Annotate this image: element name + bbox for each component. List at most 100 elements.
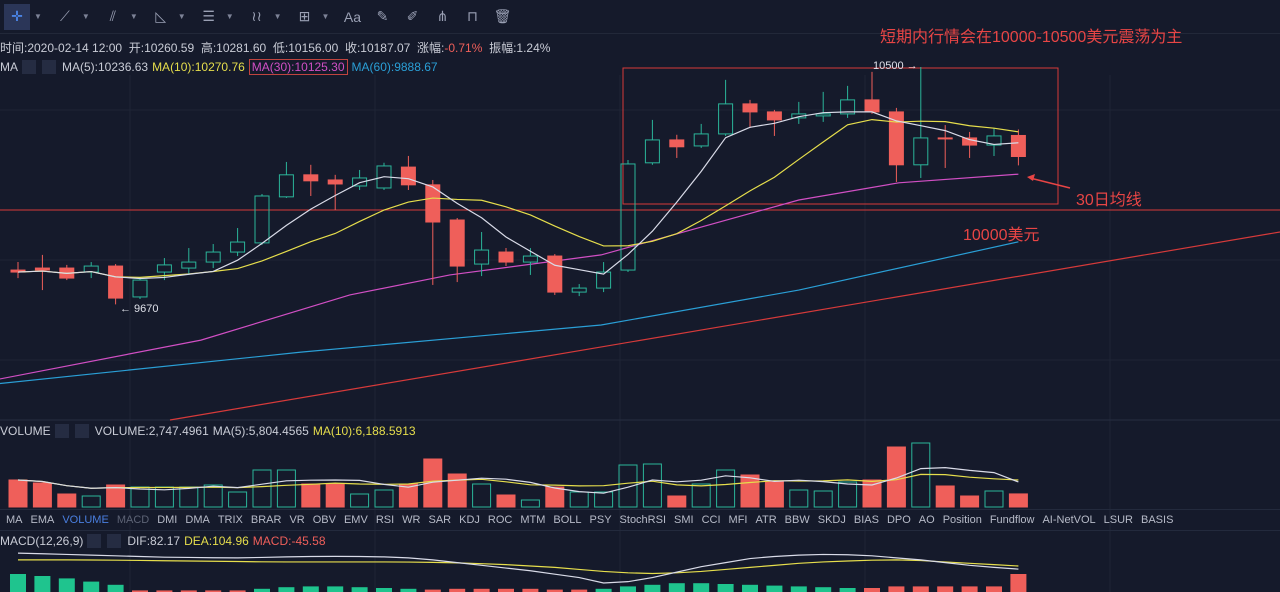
close-icon[interactable] <box>42 60 56 74</box>
macd-histogram-bar <box>58 578 75 592</box>
tab-macd[interactable]: MACD <box>116 514 150 526</box>
pencil-icon[interactable]: ✐ <box>406 8 419 24</box>
settings-icon[interactable] <box>54 424 69 438</box>
tab-dma[interactable]: DMA <box>185 514 210 526</box>
text-icon[interactable]: Aa <box>343 8 362 25</box>
measure-icon[interactable]: ⋔ <box>436 8 449 24</box>
volume-bar <box>301 483 321 508</box>
volume-bar <box>886 446 906 508</box>
tab-ao[interactable]: AO <box>918 514 935 526</box>
volume-bar <box>447 473 467 508</box>
volume-bar <box>496 494 516 508</box>
tab-kdj[interactable]: KDJ <box>459 514 480 526</box>
tab-trix[interactable]: TRIX <box>217 514 243 526</box>
tab-fundflow[interactable]: Fundflow <box>989 514 1035 526</box>
info-amplitude: 振幅:1.24% <box>489 41 551 55</box>
tab-stochrsi[interactable]: StochRSI <box>619 514 667 526</box>
volume-bar <box>740 474 760 508</box>
wave-icon[interactable]: ≀≀ <box>251 8 262 24</box>
close-icon[interactable] <box>107 534 122 548</box>
chevron-down-icon[interactable]: ▼ <box>129 12 138 21</box>
volume-bar <box>935 485 955 508</box>
horizontal-lines-icon[interactable]: ☰ <box>202 8 215 24</box>
volume-bar <box>862 479 882 508</box>
tab-basis[interactable]: BASIS <box>1141 514 1174 526</box>
ruler-icon[interactable]: ✎ <box>376 8 389 24</box>
chevron-down-icon[interactable]: ▼ <box>225 12 234 21</box>
crosshair-icon[interactable]: ✛ <box>4 3 30 30</box>
tab-volume[interactable]: VOLUME <box>62 514 109 526</box>
trash-icon[interactable]: 🗑 <box>493 8 512 24</box>
candle-down <box>400 166 416 186</box>
headline-annotation: 短期内行情会在10000-10500美元震荡为主 <box>880 29 1183 46</box>
macd-histogram-bar <box>742 584 758 592</box>
tab-position[interactable]: Position <box>942 514 982 526</box>
macd-histogram-bar <box>961 586 978 592</box>
tab-brar[interactable]: BRAR <box>250 514 282 526</box>
tab-rsi[interactable]: RSI <box>375 514 395 526</box>
tab-boll[interactable]: BOLL <box>553 514 582 526</box>
volume-ma5: MA(5):5,804.4565 <box>212 424 309 438</box>
grid-plus-icon[interactable]: ⊞ <box>298 8 311 24</box>
tab-lsur[interactable]: LSUR <box>1103 514 1133 526</box>
tab-emv[interactable]: EMV <box>343 514 368 526</box>
triangle-icon[interactable]: ◺ <box>155 8 167 24</box>
chevron-down-icon[interactable]: ▼ <box>81 12 90 21</box>
volume-ma10: MA(10):6,188.5913 <box>312 424 416 438</box>
ma60-value: MA(60):9888.67 <box>351 60 438 74</box>
ma5-line <box>17 111 1019 280</box>
chevron-down-icon[interactable]: ▼ <box>273 12 282 21</box>
tab-bbw[interactable]: BBW <box>784 514 810 526</box>
volume-bar <box>984 490 1004 508</box>
volume-bar <box>789 489 809 508</box>
lock-icon[interactable]: ⊓ <box>466 8 478 24</box>
settings-icon[interactable] <box>22 60 36 74</box>
volume-bar <box>32 482 52 508</box>
volume-bar <box>179 486 199 508</box>
volume-bar <box>569 491 589 508</box>
volume-bar <box>691 483 711 508</box>
candle-down <box>303 174 319 182</box>
tab-roc[interactable]: ROC <box>487 514 513 526</box>
tab-mfi[interactable]: MFI <box>728 514 748 526</box>
level-annotation: 10000美元 <box>963 227 1040 244</box>
settings-icon[interactable] <box>87 534 102 548</box>
tab-atr[interactable]: ATR <box>755 514 777 526</box>
tab-sar[interactable]: SAR <box>428 514 452 526</box>
candle-down <box>962 137 978 146</box>
candle-up <box>913 137 929 166</box>
tab-ma[interactable]: MA <box>6 514 23 526</box>
tab-cci[interactable]: CCI <box>701 514 721 526</box>
dea-value: DEA:104.96 <box>184 534 249 548</box>
tab-smi[interactable]: SMI <box>674 514 694 526</box>
info-low: 低:10156.00 <box>272 41 339 55</box>
line-icon[interactable]: ⟋ <box>60 8 70 24</box>
chevron-down-icon[interactable]: ▼ <box>34 12 42 21</box>
tab-ai-netvol[interactable]: AI-NetVOL <box>1042 514 1096 526</box>
tab-ema[interactable]: EMA <box>30 514 55 526</box>
volume-bar <box>374 489 394 508</box>
chevron-down-icon[interactable]: ▼ <box>321 12 330 21</box>
chevron-down-icon[interactable]: ▼ <box>177 12 186 21</box>
tab-obv[interactable]: OBV <box>312 514 336 526</box>
ohlc-info: 时间:2020-02-14 12:00 开:10260.59 高:10281.6… <box>0 39 550 56</box>
candle-down <box>888 111 904 166</box>
tab-skdj[interactable]: SKDJ <box>817 514 846 526</box>
candle-down <box>547 255 563 293</box>
info-open: 开:10260.59 <box>128 41 195 55</box>
volume-bar <box>8 479 28 508</box>
parallel-line-icon[interactable]: ⫽ <box>109 8 116 24</box>
tab-psy[interactable]: PSY <box>589 514 612 526</box>
tab-wr[interactable]: WR <box>402 514 421 526</box>
tab-dmi[interactable]: DMI <box>157 514 178 526</box>
close-icon[interactable] <box>74 424 89 438</box>
candle-down <box>742 103 758 113</box>
macd-histogram-bar <box>693 583 710 592</box>
candle-down <box>864 99 880 113</box>
macd-histogram-bar <box>644 584 661 592</box>
tab-vr[interactable]: VR <box>289 514 305 526</box>
tab-bias[interactable]: BIAS <box>853 514 879 526</box>
tab-dpo[interactable]: DPO <box>886 514 911 526</box>
tab-mtm[interactable]: MTM <box>520 514 546 526</box>
